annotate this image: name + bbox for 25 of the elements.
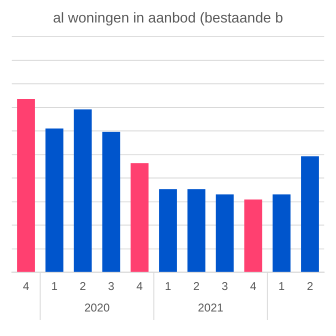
bar bbox=[102, 132, 120, 272]
bar bbox=[272, 194, 291, 272]
bar bbox=[216, 194, 234, 272]
x-tick-label: 4 bbox=[250, 281, 258, 294]
bar bbox=[244, 200, 262, 272]
x-tick-label: 1 bbox=[278, 281, 285, 294]
x-tick-label: 3 bbox=[108, 281, 114, 294]
bar bbox=[17, 98, 35, 272]
bar bbox=[301, 156, 319, 272]
bar bbox=[187, 189, 206, 272]
bar bbox=[130, 163, 149, 272]
x-tick-label: 4 bbox=[136, 281, 144, 294]
bar bbox=[45, 128, 64, 272]
chart-title: al woningen in aanbod (bestaande b bbox=[52, 10, 284, 26]
x-tick-label: 2 bbox=[80, 281, 86, 294]
bar bbox=[74, 109, 92, 272]
x-tick-label: 4 bbox=[22, 281, 30, 294]
x-tick-label: 1 bbox=[164, 281, 172, 294]
x-tick-label: 3 bbox=[222, 281, 228, 294]
x-tick-label: 2 bbox=[306, 281, 314, 294]
x-tick-label: 2 bbox=[193, 281, 200, 294]
text: 2020 bbox=[84, 302, 110, 315]
bar bbox=[159, 189, 177, 272]
text: 2021 bbox=[198, 302, 224, 315]
x-tick-label: 1 bbox=[51, 281, 58, 294]
